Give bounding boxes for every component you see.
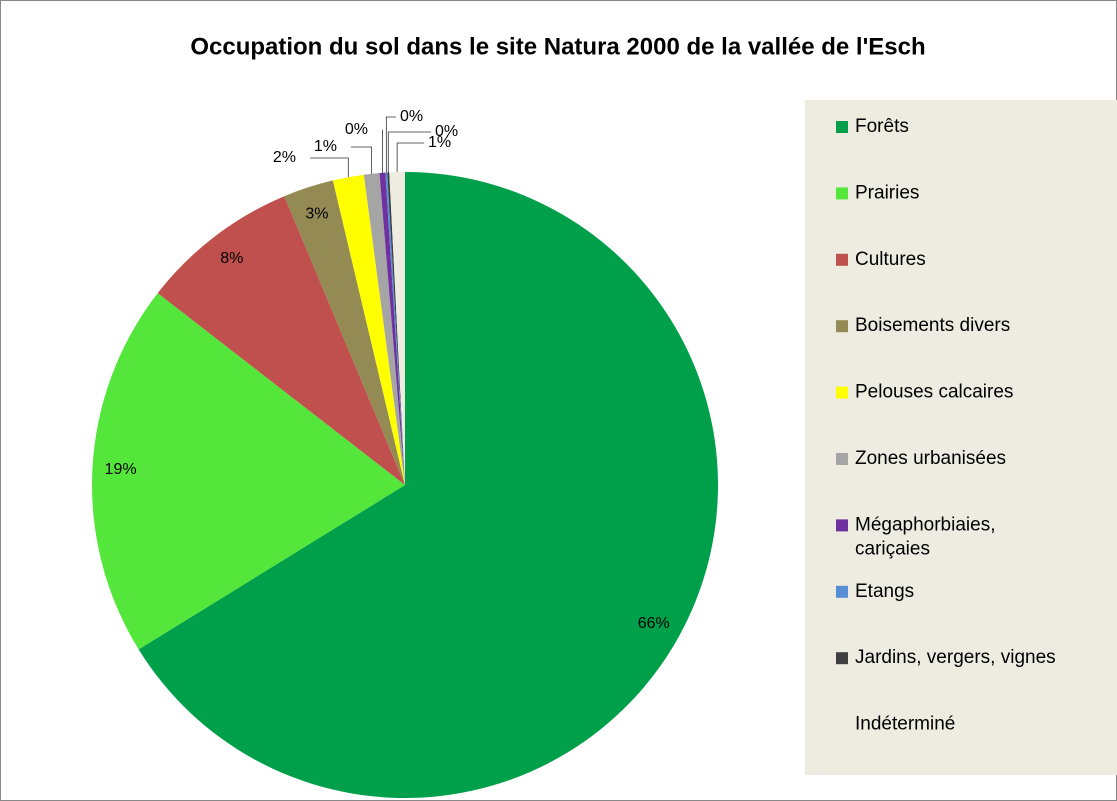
legend-label: Cultures — [855, 249, 926, 270]
legend-label: Prairies — [855, 182, 919, 203]
legend-label: Etangs — [855, 581, 914, 602]
legend-label: Mégaphorbiaies, cariçaies — [855, 514, 1001, 559]
data-label: 19% — [105, 461, 137, 478]
pie-slice — [387, 172, 405, 486]
pie-slice — [92, 293, 405, 650]
pie-slice — [379, 172, 405, 486]
leader-line — [396, 142, 424, 173]
pie-slice — [138, 172, 719, 799]
data-label: 2% — [273, 149, 296, 166]
data-label: 0% — [400, 108, 423, 125]
data-label: 3% — [305, 205, 328, 222]
pie-slice — [389, 172, 405, 485]
leader-line — [387, 131, 431, 173]
pie-slice — [332, 174, 405, 486]
legend-box — [805, 100, 1117, 775]
legend-label: Pelouses calcaires — [855, 382, 1013, 403]
data-label: 0% — [345, 121, 368, 138]
legend-label: Forêts — [855, 116, 909, 137]
data-label: 66% — [638, 615, 670, 632]
legend-label: Jardins, vergers, vignes — [855, 647, 1056, 668]
legend-swatch — [836, 121, 848, 133]
pie-slice — [363, 173, 405, 485]
leader-line — [351, 146, 373, 174]
legend-swatch — [836, 253, 848, 266]
legend-swatch — [836, 187, 848, 200]
legend-label: Zones urbanisées — [855, 448, 1006, 469]
legend-swatch — [836, 453, 848, 465]
legend-swatch — [836, 320, 848, 333]
pie-slice — [385, 172, 405, 486]
legend-swatch — [836, 652, 848, 665]
legend-swatch — [836, 386, 848, 399]
data-label: 0% — [435, 123, 458, 140]
legend-label: Boisements divers — [855, 315, 1010, 336]
pie-slice — [284, 180, 405, 485]
leader-line — [310, 157, 349, 178]
legend-label: Indéterminé — [855, 714, 955, 735]
data-label: 1% — [314, 138, 337, 155]
legend-swatch — [836, 519, 848, 532]
data-label: 8% — [220, 250, 243, 267]
pie-slice — [157, 196, 405, 485]
legend-swatch — [836, 585, 848, 598]
chart-title: Occupation du sol dans le site Natura 20… — [190, 33, 925, 60]
leader-line — [385, 116, 396, 173]
data-label: 1% — [428, 134, 451, 151]
legend-swatch — [836, 718, 848, 731]
